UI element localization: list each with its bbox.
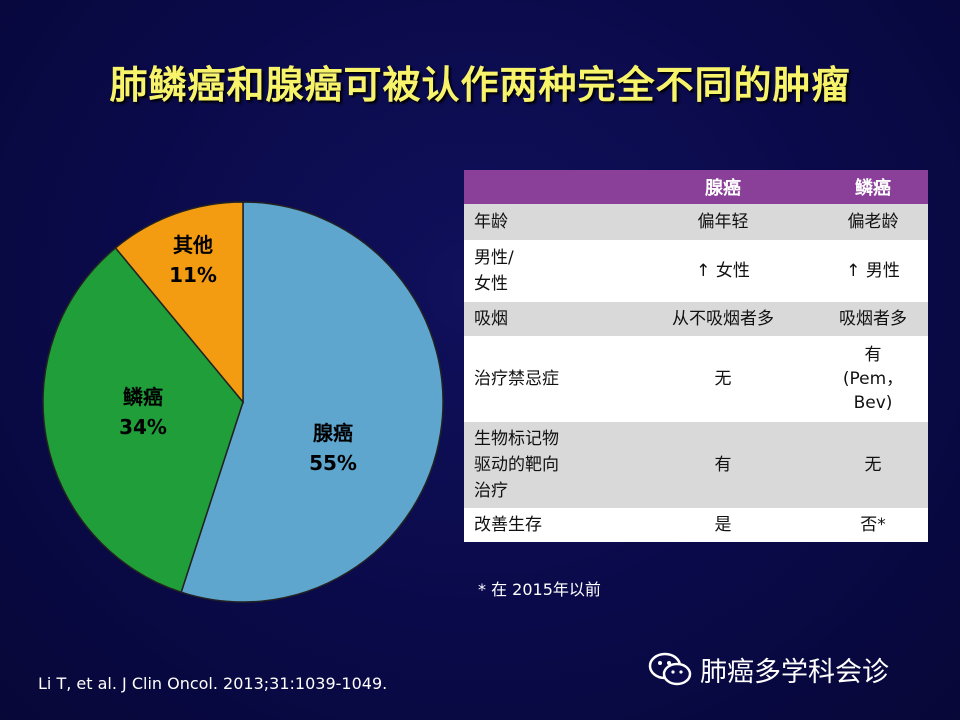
table-cell-c2: 无	[818, 422, 928, 508]
comparison-table: 腺癌 鳞癌 年龄 偏年轻 偏老龄 男性/ 女性 ↑ 女性 ↑ 男性 吸烟 从不吸烟者多 吸烟者多…	[464, 170, 928, 542]
wechat-watermark: 肺癌多学科会诊	[648, 650, 889, 689]
table-row: 生物标记物 驱动的靶向 治疗有无	[464, 422, 928, 508]
pie-slice-percent: 34%	[119, 415, 167, 439]
table-cell-c2: 有 (Pem，Bev)	[818, 336, 928, 422]
pie-slice-1	[42, 246, 244, 594]
table-cell-c2: 吸烟者多	[818, 302, 928, 336]
table-cell-c2: 否*	[818, 508, 928, 542]
table-cell-c1: 有	[628, 422, 818, 508]
table-header-squamous: 鳞癌	[818, 170, 928, 204]
pie-slice-percent: 55%	[309, 451, 357, 475]
table-row: 吸烟 从不吸烟者多 吸烟者多	[464, 302, 928, 336]
table-cell-c1: ↑ 女性	[628, 240, 818, 302]
pie-slice-label: 鳞癌	[123, 385, 163, 409]
table-cell-c0: 年龄	[464, 204, 628, 240]
pie-slice-0	[180, 201, 444, 603]
table-cell-c1: 无	[628, 336, 818, 422]
table-header-adeno: 腺癌	[628, 170, 818, 204]
table-cell-c0: 治疗禁忌症	[464, 336, 628, 422]
table-cell-c2: 偏老龄	[818, 204, 928, 240]
pie-slice-2	[114, 201, 244, 405]
table-row: 男性/ 女性 ↑ 女性 ↑ 男性	[464, 240, 928, 302]
pie-slice-label: 其他	[173, 233, 213, 257]
wechat-icon	[648, 652, 692, 685]
table-row: 治疗禁忌症无有 (Pem，Bev)	[464, 336, 928, 422]
table-header-empty	[464, 170, 628, 204]
table-cell-c0: 男性/ 女性	[464, 240, 628, 302]
table-cell-c0: 生物标记物 驱动的靶向 治疗	[464, 422, 628, 508]
wechat-account-name: 肺癌多学科会诊	[700, 657, 889, 688]
table-cell-c1: 从不吸烟者多	[628, 302, 818, 336]
table-row: 年龄 偏年轻 偏老龄	[464, 204, 928, 240]
table-cell-c1: 是	[628, 508, 818, 542]
pie-slice-percent: 11%	[169, 263, 217, 287]
footnote: * 在 2015年以前	[478, 580, 601, 599]
table-cell-c0: 吸烟	[464, 302, 628, 336]
table-row: 改善生存是否*	[464, 508, 928, 542]
pie-slice-label: 腺癌	[313, 421, 353, 445]
table-cell-c2: ↑ 男性	[818, 240, 928, 302]
page-title: 肺鳞癌和腺癌可被认作两种完全不同的肿瘤	[109, 63, 851, 107]
table-cell-c0: 改善生存	[464, 508, 628, 542]
table-cell-c1: 偏年轻	[628, 204, 818, 240]
citation: Li T, et al. J Clin Oncol. 2013;31:1039-…	[38, 674, 388, 693]
